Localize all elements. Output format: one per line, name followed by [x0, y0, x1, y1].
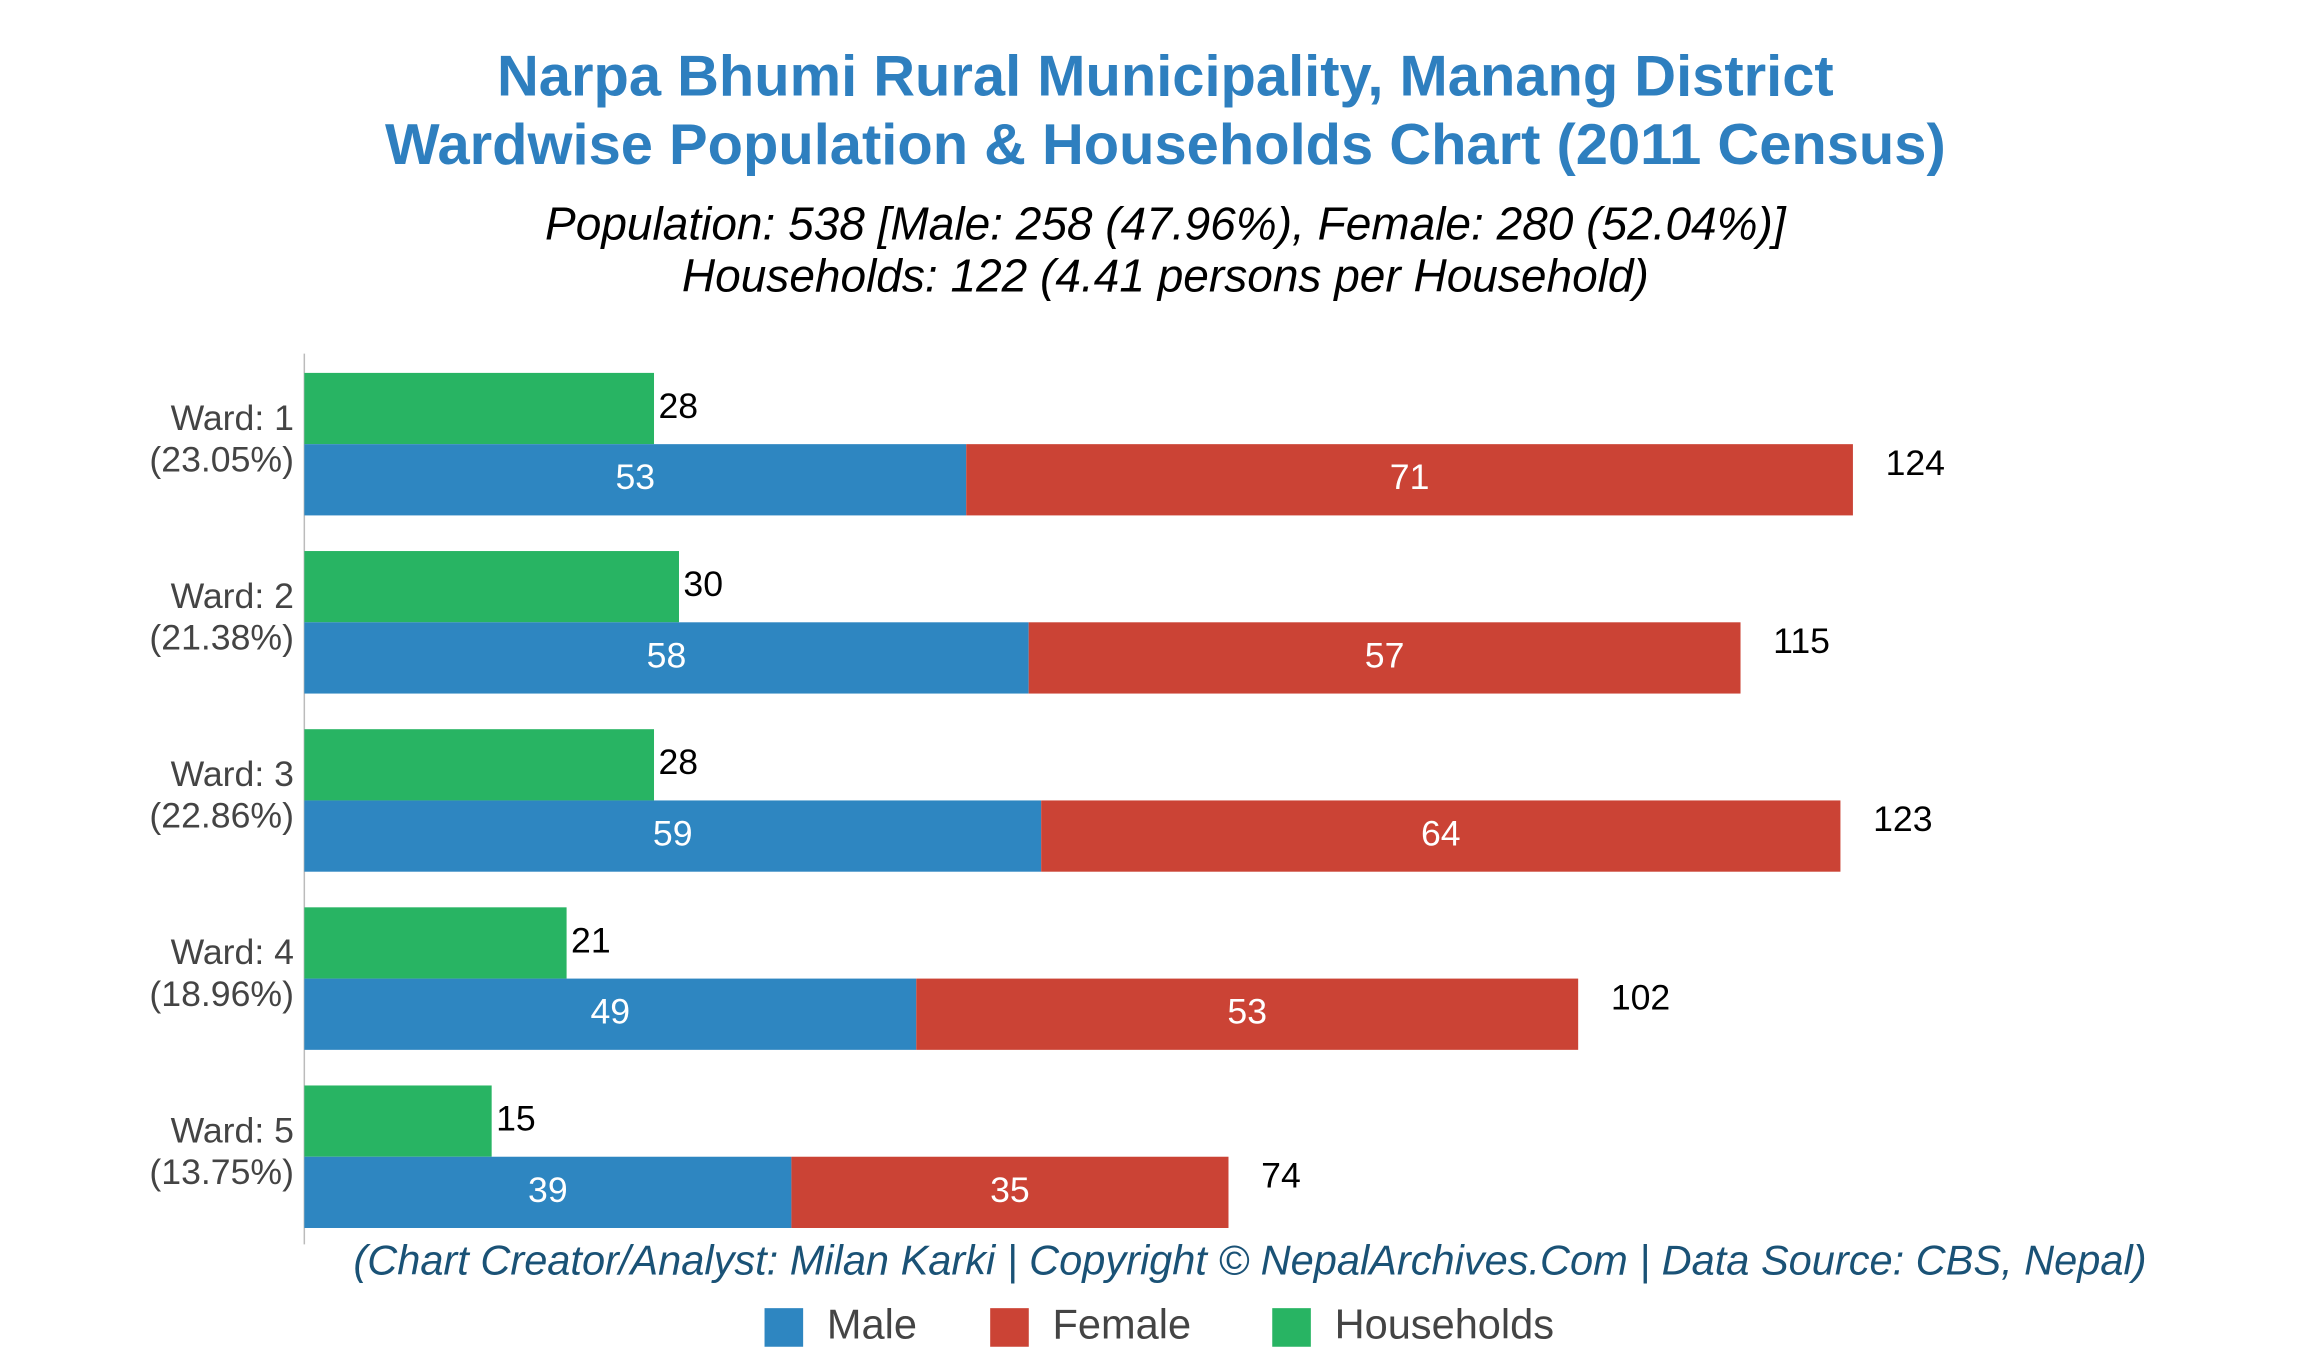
data-label: 15: [496, 1099, 536, 1139]
data-label: 59: [653, 813, 693, 853]
y-tick-label: Ward: 2: [171, 576, 294, 616]
data-label: 57: [1365, 635, 1405, 675]
bar: [304, 978, 917, 1050]
legend-label: Households: [1335, 1300, 1554, 1347]
data-label: 28: [658, 742, 698, 782]
legend-swatch: [990, 1308, 1029, 1347]
total-label: 124: [1886, 443, 1945, 483]
legend-swatch: [764, 1308, 804, 1347]
bar: [304, 800, 1042, 872]
total-label: 123: [1873, 799, 1932, 839]
legend-label: Female: [1053, 1300, 1192, 1347]
data-label: 30: [683, 564, 723, 604]
bar: [916, 978, 1579, 1050]
y-tick-label: Ward: 3: [171, 754, 294, 794]
data-label: 64: [1421, 813, 1461, 853]
legend-swatch: [1272, 1308, 1311, 1347]
bar: [966, 444, 1853, 516]
bar: [791, 1156, 1229, 1228]
data-label: 58: [647, 635, 687, 675]
bar: [304, 1085, 492, 1157]
y-tick-label: (23.05%): [149, 439, 294, 479]
bar: [304, 729, 655, 801]
data-label: 53: [615, 457, 655, 497]
chart-subtitle: Households: 122 (4.41 persons per Househ…: [682, 250, 1649, 302]
bar: [304, 907, 567, 979]
data-label: 53: [1227, 992, 1267, 1032]
y-tick-label: Ward: 4: [171, 932, 294, 972]
legend-label: Male: [827, 1300, 917, 1347]
bar: [304, 622, 1029, 694]
total-label: 102: [1611, 977, 1670, 1017]
bar: [304, 551, 679, 623]
data-label: 28: [658, 386, 698, 426]
total-label: 115: [1773, 621, 1830, 661]
bar: [304, 444, 967, 516]
chart-title: Wardwise Population & Households Chart (…: [385, 113, 1946, 177]
bar: [304, 1156, 792, 1228]
y-tick-label: (21.38%): [149, 618, 294, 658]
chart-subtitle: Population: 538 [Male: 258 (47.96%), Fem…: [545, 198, 1787, 250]
bar: [1028, 622, 1741, 694]
y-tick-label: Ward: 5: [171, 1110, 294, 1150]
y-tick-label: (13.75%): [149, 1152, 294, 1192]
data-label: 71: [1390, 457, 1430, 497]
bar: [304, 372, 655, 445]
footer: (Chart Creator/Analyst: Milan Karki | Co…: [353, 1237, 2146, 1284]
bar: [1041, 800, 1841, 872]
total-label: 74: [1261, 1156, 1301, 1196]
y-tick-label: Ward: 1: [171, 398, 294, 438]
data-label: 35: [990, 1170, 1030, 1210]
y-tick-label: (18.96%): [149, 974, 294, 1014]
data-label: 21: [571, 920, 611, 960]
y-tick-label: (22.86%): [149, 796, 294, 836]
data-label: 39: [528, 1170, 568, 1210]
data-label: 49: [590, 992, 630, 1032]
chart-title: Narpa Bhumi Rural Municipality, Manang D…: [497, 45, 1834, 109]
